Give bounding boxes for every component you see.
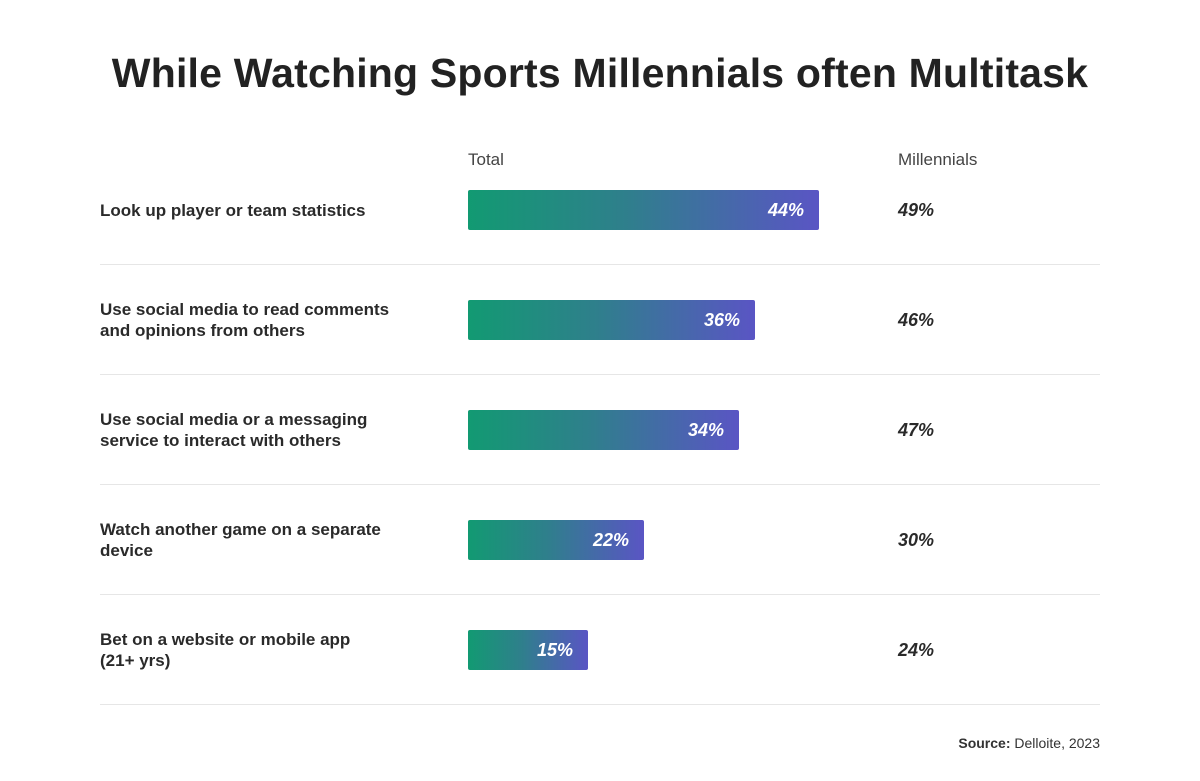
total-bar-value: 15% bbox=[536, 640, 573, 660]
total-bar: 36% bbox=[468, 300, 755, 340]
source-note: Source: Delloite, 2023 bbox=[958, 735, 1100, 751]
row-divider bbox=[100, 594, 1100, 595]
total-bar: 15% bbox=[468, 630, 588, 670]
row-divider bbox=[100, 704, 1100, 705]
category-label-line: and opinions from others bbox=[100, 321, 305, 340]
category-label: Use social media to read comments and opi… bbox=[100, 265, 420, 375]
category-label-text: Use social media or a messaging service t… bbox=[100, 409, 367, 451]
millennials-value: 47% bbox=[898, 420, 935, 440]
total-bar-value: 34% bbox=[687, 420, 724, 440]
column-header-millennials: Millennials bbox=[898, 150, 978, 169]
category-label: Bet on a website or mobile app (21+ yrs) bbox=[100, 595, 420, 705]
category-label-text: Bet on a website or mobile app (21+ yrs) bbox=[100, 629, 350, 671]
total-bar-value: 36% bbox=[703, 310, 740, 330]
millennials-value: 46% bbox=[898, 310, 935, 330]
category-label-line: Use social media or a messaging bbox=[100, 410, 368, 429]
column-header-total: Total bbox=[468, 150, 504, 169]
category-label-text: Watch another game on a separate device bbox=[100, 519, 381, 561]
table-row: Use social media to read comments and opi… bbox=[100, 265, 1100, 375]
category-label: Use social media or a messaging service t… bbox=[100, 375, 420, 485]
category-label-text: Use social media to read comments and opi… bbox=[100, 299, 389, 341]
category-label-text: Look up player or team statistics bbox=[100, 200, 365, 221]
total-bar: 44% bbox=[468, 190, 819, 230]
source-label: Source: bbox=[958, 735, 1011, 751]
row-divider bbox=[100, 484, 1100, 485]
total-bar: 22% bbox=[468, 520, 644, 560]
category-label-line: Use social media to read comments bbox=[100, 300, 390, 319]
total-bar-value: 44% bbox=[767, 200, 804, 220]
category-label: Watch another game on a separate device bbox=[100, 485, 420, 595]
table-row: Look up player or team statistics 44% 49% bbox=[100, 155, 1100, 265]
category-label-line: Look up player or team statistics bbox=[100, 200, 366, 220]
row-divider bbox=[100, 374, 1100, 375]
category-label-line: device bbox=[100, 541, 153, 560]
chart-title: While Watching Sports Millennials often … bbox=[111, 50, 1089, 96]
millennials-value: 30% bbox=[898, 530, 935, 550]
total-bar: 34% bbox=[468, 410, 739, 450]
row-divider bbox=[100, 264, 1100, 265]
millennials-value: 24% bbox=[898, 640, 935, 660]
category-label-line: Bet on a website or mobile app bbox=[100, 630, 351, 649]
category-label: Look up player or team statistics bbox=[100, 155, 420, 265]
millennials-value: 49% bbox=[898, 200, 935, 220]
category-label-line: Watch another game on a separate bbox=[100, 520, 381, 539]
category-label-line: (21+ yrs) bbox=[100, 651, 171, 670]
category-label-line: service to interact with others bbox=[100, 431, 341, 450]
table-row: Bet on a website or mobile app (21+ yrs) 1… bbox=[100, 595, 1100, 705]
total-bar-value: 22% bbox=[592, 530, 629, 550]
table-row: Watch another game on a separate device 22… bbox=[100, 485, 1100, 595]
source-value: Delloite, 2023 bbox=[1014, 735, 1100, 751]
table-row: Use social media or a messaging service t… bbox=[100, 375, 1100, 485]
